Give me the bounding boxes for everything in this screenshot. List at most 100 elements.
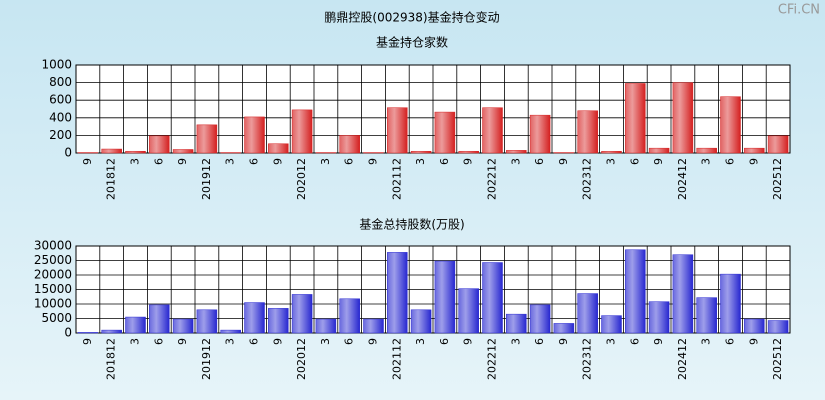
- bar: [458, 288, 479, 334]
- x-tick-label: 3: [509, 158, 522, 165]
- x-tick-label: 202212: [486, 158, 499, 200]
- bar: [291, 109, 313, 154]
- y-tick-label: 10000: [34, 297, 72, 311]
- watermark: CFi.CN: [778, 3, 820, 18]
- bar: [125, 316, 146, 334]
- x-tick-label: 6: [248, 158, 261, 165]
- bar: [458, 150, 479, 154]
- bar: [434, 260, 456, 334]
- x-tick-label: 3: [605, 338, 618, 345]
- y-tick-label: 0: [64, 326, 72, 340]
- x-tick-label: 9: [367, 158, 380, 165]
- y-tick-label: 800: [49, 75, 72, 89]
- y-tick-label: 5000: [41, 311, 72, 325]
- x-tick-label: 6: [724, 338, 737, 345]
- x-tick-label: 202212: [486, 338, 499, 380]
- y-tick-label: 600: [49, 93, 72, 107]
- x-tick-label: 3: [129, 338, 142, 345]
- bar: [601, 150, 622, 154]
- x-tick-label: 9: [557, 158, 570, 165]
- x-tick-label: 9: [652, 338, 665, 345]
- x-tick-label: 202312: [581, 338, 594, 380]
- bar: [101, 148, 122, 154]
- bar: [339, 135, 360, 154]
- bar: [387, 107, 408, 154]
- x-tick-label: 9: [81, 338, 94, 345]
- y-tick-label: 20000: [34, 268, 72, 282]
- bar: [434, 111, 456, 154]
- bar: [196, 309, 218, 334]
- x-tick-label: 202112: [390, 158, 403, 200]
- x-tick-label: 202412: [676, 338, 689, 380]
- bar: [244, 302, 265, 334]
- x-tick-label: 6: [343, 338, 356, 345]
- bar: [577, 110, 598, 154]
- chart-title: 基金持仓家数: [376, 35, 448, 50]
- bar: [625, 249, 646, 334]
- x-tick-label: 3: [129, 158, 142, 165]
- bar: [648, 147, 670, 154]
- y-tick-label: 25000: [34, 253, 72, 267]
- page-title: 鹏鼎控股(002938)基金持仓变动: [324, 10, 499, 25]
- bar: [410, 309, 432, 334]
- x-tick-label: 6: [343, 158, 356, 165]
- bar: [125, 150, 146, 154]
- bar: [172, 318, 194, 334]
- x-tick-label: 6: [533, 158, 546, 165]
- x-tick-label: 3: [224, 338, 237, 345]
- x-tick-label: 6: [438, 158, 451, 165]
- bar: [291, 294, 313, 334]
- x-tick-label: 9: [747, 338, 760, 345]
- x-tick-label: 202312: [581, 158, 594, 200]
- bar: [601, 315, 622, 334]
- bar: [506, 150, 527, 154]
- bar: [196, 124, 218, 154]
- bar: [482, 107, 503, 154]
- y-tick-label: 200: [49, 128, 72, 142]
- x-tick-label: 202012: [295, 338, 308, 380]
- bar: [172, 149, 194, 154]
- bar: [244, 116, 265, 154]
- y-tick-label: 1000: [41, 58, 72, 72]
- bar: [696, 297, 717, 334]
- bar: [696, 147, 717, 154]
- x-tick-label: 9: [652, 158, 665, 165]
- bar: [767, 135, 789, 154]
- bar: [625, 83, 646, 154]
- x-tick-label: 201812: [105, 158, 118, 200]
- x-tick-label: 3: [605, 158, 618, 165]
- x-tick-label: 3: [414, 158, 427, 165]
- x-tick-label: 9: [271, 338, 284, 345]
- x-tick-label: 202012: [295, 158, 308, 200]
- x-tick-label: 6: [533, 338, 546, 345]
- x-tick-label: 202112: [390, 338, 403, 380]
- bar: [220, 329, 241, 334]
- bar: [149, 304, 170, 334]
- x-tick-label: 3: [414, 338, 427, 345]
- bar: [529, 114, 551, 154]
- x-tick-label: 201812: [105, 338, 118, 380]
- bar: [482, 262, 503, 334]
- y-tick-label: 400: [49, 110, 72, 124]
- x-tick-label: 3: [509, 338, 522, 345]
- x-tick-label: 3: [319, 338, 332, 345]
- x-tick-label: 9: [462, 158, 475, 165]
- x-tick-label: 9: [747, 158, 760, 165]
- bar: [77, 332, 99, 334]
- bar: [149, 135, 170, 154]
- x-tick-label: 9: [81, 158, 94, 165]
- y-tick-label: 15000: [34, 282, 72, 296]
- x-tick-label: 9: [462, 338, 475, 345]
- x-tick-label: 202512: [771, 158, 784, 200]
- x-tick-label: 9: [176, 158, 189, 165]
- x-tick-label: 9: [557, 338, 570, 345]
- bar: [767, 320, 789, 334]
- bar: [672, 82, 694, 154]
- bar: [363, 318, 384, 334]
- x-tick-label: 6: [438, 338, 451, 345]
- bar: [672, 254, 694, 334]
- bar: [744, 318, 765, 334]
- bar: [387, 252, 408, 334]
- bar: [720, 96, 741, 154]
